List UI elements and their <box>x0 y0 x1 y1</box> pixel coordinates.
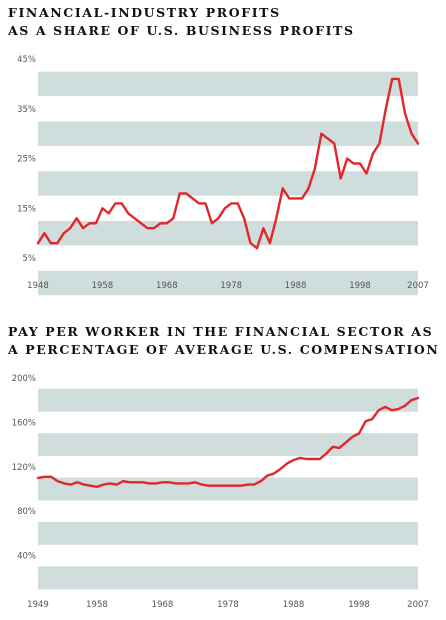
chart1-x-tick-label: 1988 <box>285 281 307 291</box>
chart1-band <box>38 270 418 296</box>
chart1-title-line-2: AS A SHARE OF U.S. BUSINESS PROFITS <box>8 23 355 38</box>
chart1-series-line <box>36 77 420 250</box>
chart2-x-tick-label: 1978 <box>217 600 239 610</box>
chart1-y-tick-label: 25% <box>17 155 36 165</box>
chart2-series-line <box>36 396 420 488</box>
chart2-y-tick-label: 40% <box>17 552 36 562</box>
chart1-x-tick-label: 1998 <box>349 281 371 291</box>
chart1-title-line-1: FINANCIAL-INDUSTRY PROFITS <box>8 5 281 20</box>
chart1-band <box>38 71 418 97</box>
chart1-band <box>38 220 418 246</box>
chart2-x-tick-label: 2007 <box>407 600 429 610</box>
chart2-title-line-2: A PERCENTAGE OF AVERAGE U.S. COMPENSATIO… <box>8 342 440 357</box>
chart2-band <box>38 521 418 545</box>
chart1-x-tick-label: 1978 <box>220 281 242 291</box>
chart1-band <box>38 171 418 196</box>
chart2-x-tick-label: 1968 <box>152 600 174 610</box>
chart2-band <box>38 433 418 457</box>
chart1-y-tick-label: 5% <box>23 254 37 264</box>
chart2-title: PAY PER WORKER IN THE FINANCIAL SECTOR A… <box>8 323 439 359</box>
chart1-title: FINANCIAL-INDUSTRY PROFITS AS A SHARE OF… <box>8 4 355 40</box>
chart2-x-tick-label: 1949 <box>27 600 49 610</box>
chart1-x-tick-label: 1958 <box>92 281 114 291</box>
chart2-x-tick-label: 1988 <box>283 600 305 610</box>
chart2-y-tick-label: 200% <box>12 374 36 384</box>
chart1-x-tick-label: 2007 <box>407 281 429 291</box>
chart1-x-tick-label: 1948 <box>27 281 49 291</box>
chart1-band <box>38 121 418 146</box>
chart1-y-tick-label: 15% <box>17 204 36 214</box>
chart1-x-tick-label: 1968 <box>156 281 178 291</box>
chart2-x-tick-label: 1998 <box>348 600 370 610</box>
chart2-x-tick-label: 1958 <box>86 600 108 610</box>
chart1-y-tick-label: 35% <box>17 105 36 115</box>
chart2-y-tick-label: 120% <box>12 463 36 473</box>
chart2-band <box>38 388 418 412</box>
chart2-band <box>38 566 418 590</box>
chart2-title-line-1: PAY PER WORKER IN THE FINANCIAL SECTOR A… <box>8 324 434 339</box>
chart2-y-tick-label: 160% <box>12 418 36 428</box>
financial-profits-chart: 45% 35% 25% 15% 5% 1948 1958 1968 1978 1988 1998 20… <box>17 55 429 296</box>
chart1-y-tick-label: 45% <box>17 55 36 65</box>
chart2-band <box>38 477 418 501</box>
chart2-y-tick-label: 80% <box>17 507 36 517</box>
